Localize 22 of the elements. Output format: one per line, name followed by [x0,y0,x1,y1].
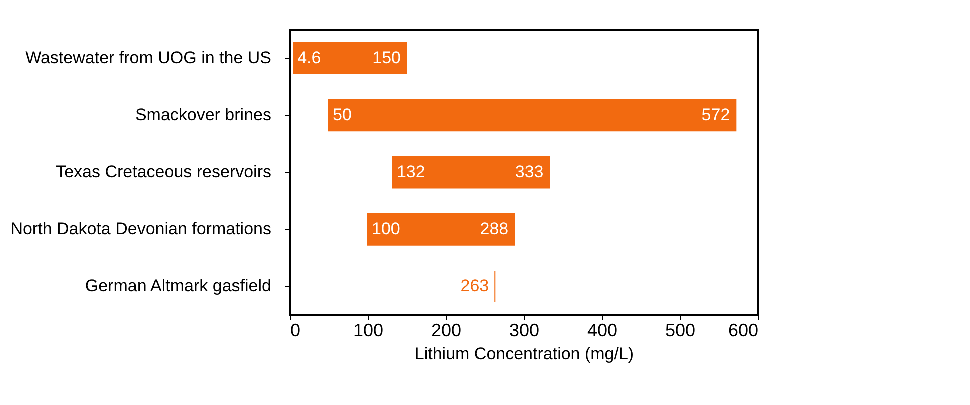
x-tick-label: 0 [290,320,301,340]
annotation: 333 [515,162,544,182]
annotation: 288 [480,220,509,239]
annotation: 132 [396,162,426,182]
x-tick-label: 400 [587,320,618,340]
annotation: 50 [333,105,352,124]
annotation: 572 [702,105,730,124]
x-tick-label: 500 [665,320,696,340]
x-tick-label: 300 [509,320,540,340]
y-tick-label: Texas Cretaceous reservoirs [56,162,272,182]
x-tick-label: 200 [431,320,462,340]
y-tick-label: German Altmark gasfield [85,276,272,296]
annotation: 4.6 [298,48,322,68]
y-tick-label: Wastewater from UOG in the US [26,48,272,68]
x-axis-title: Lithium Concentration (mg/L) [414,344,634,364]
y-tick-label: Smackover brines [135,105,272,124]
annotation: 150 [372,48,401,68]
annotation: 263 [460,276,490,296]
y-tick-label: North Dakota Devonian formations [10,220,272,239]
x-tick-label: 100 [353,320,384,340]
annotation: 100 [372,220,400,239]
x-tick-label: 600 [728,320,758,340]
